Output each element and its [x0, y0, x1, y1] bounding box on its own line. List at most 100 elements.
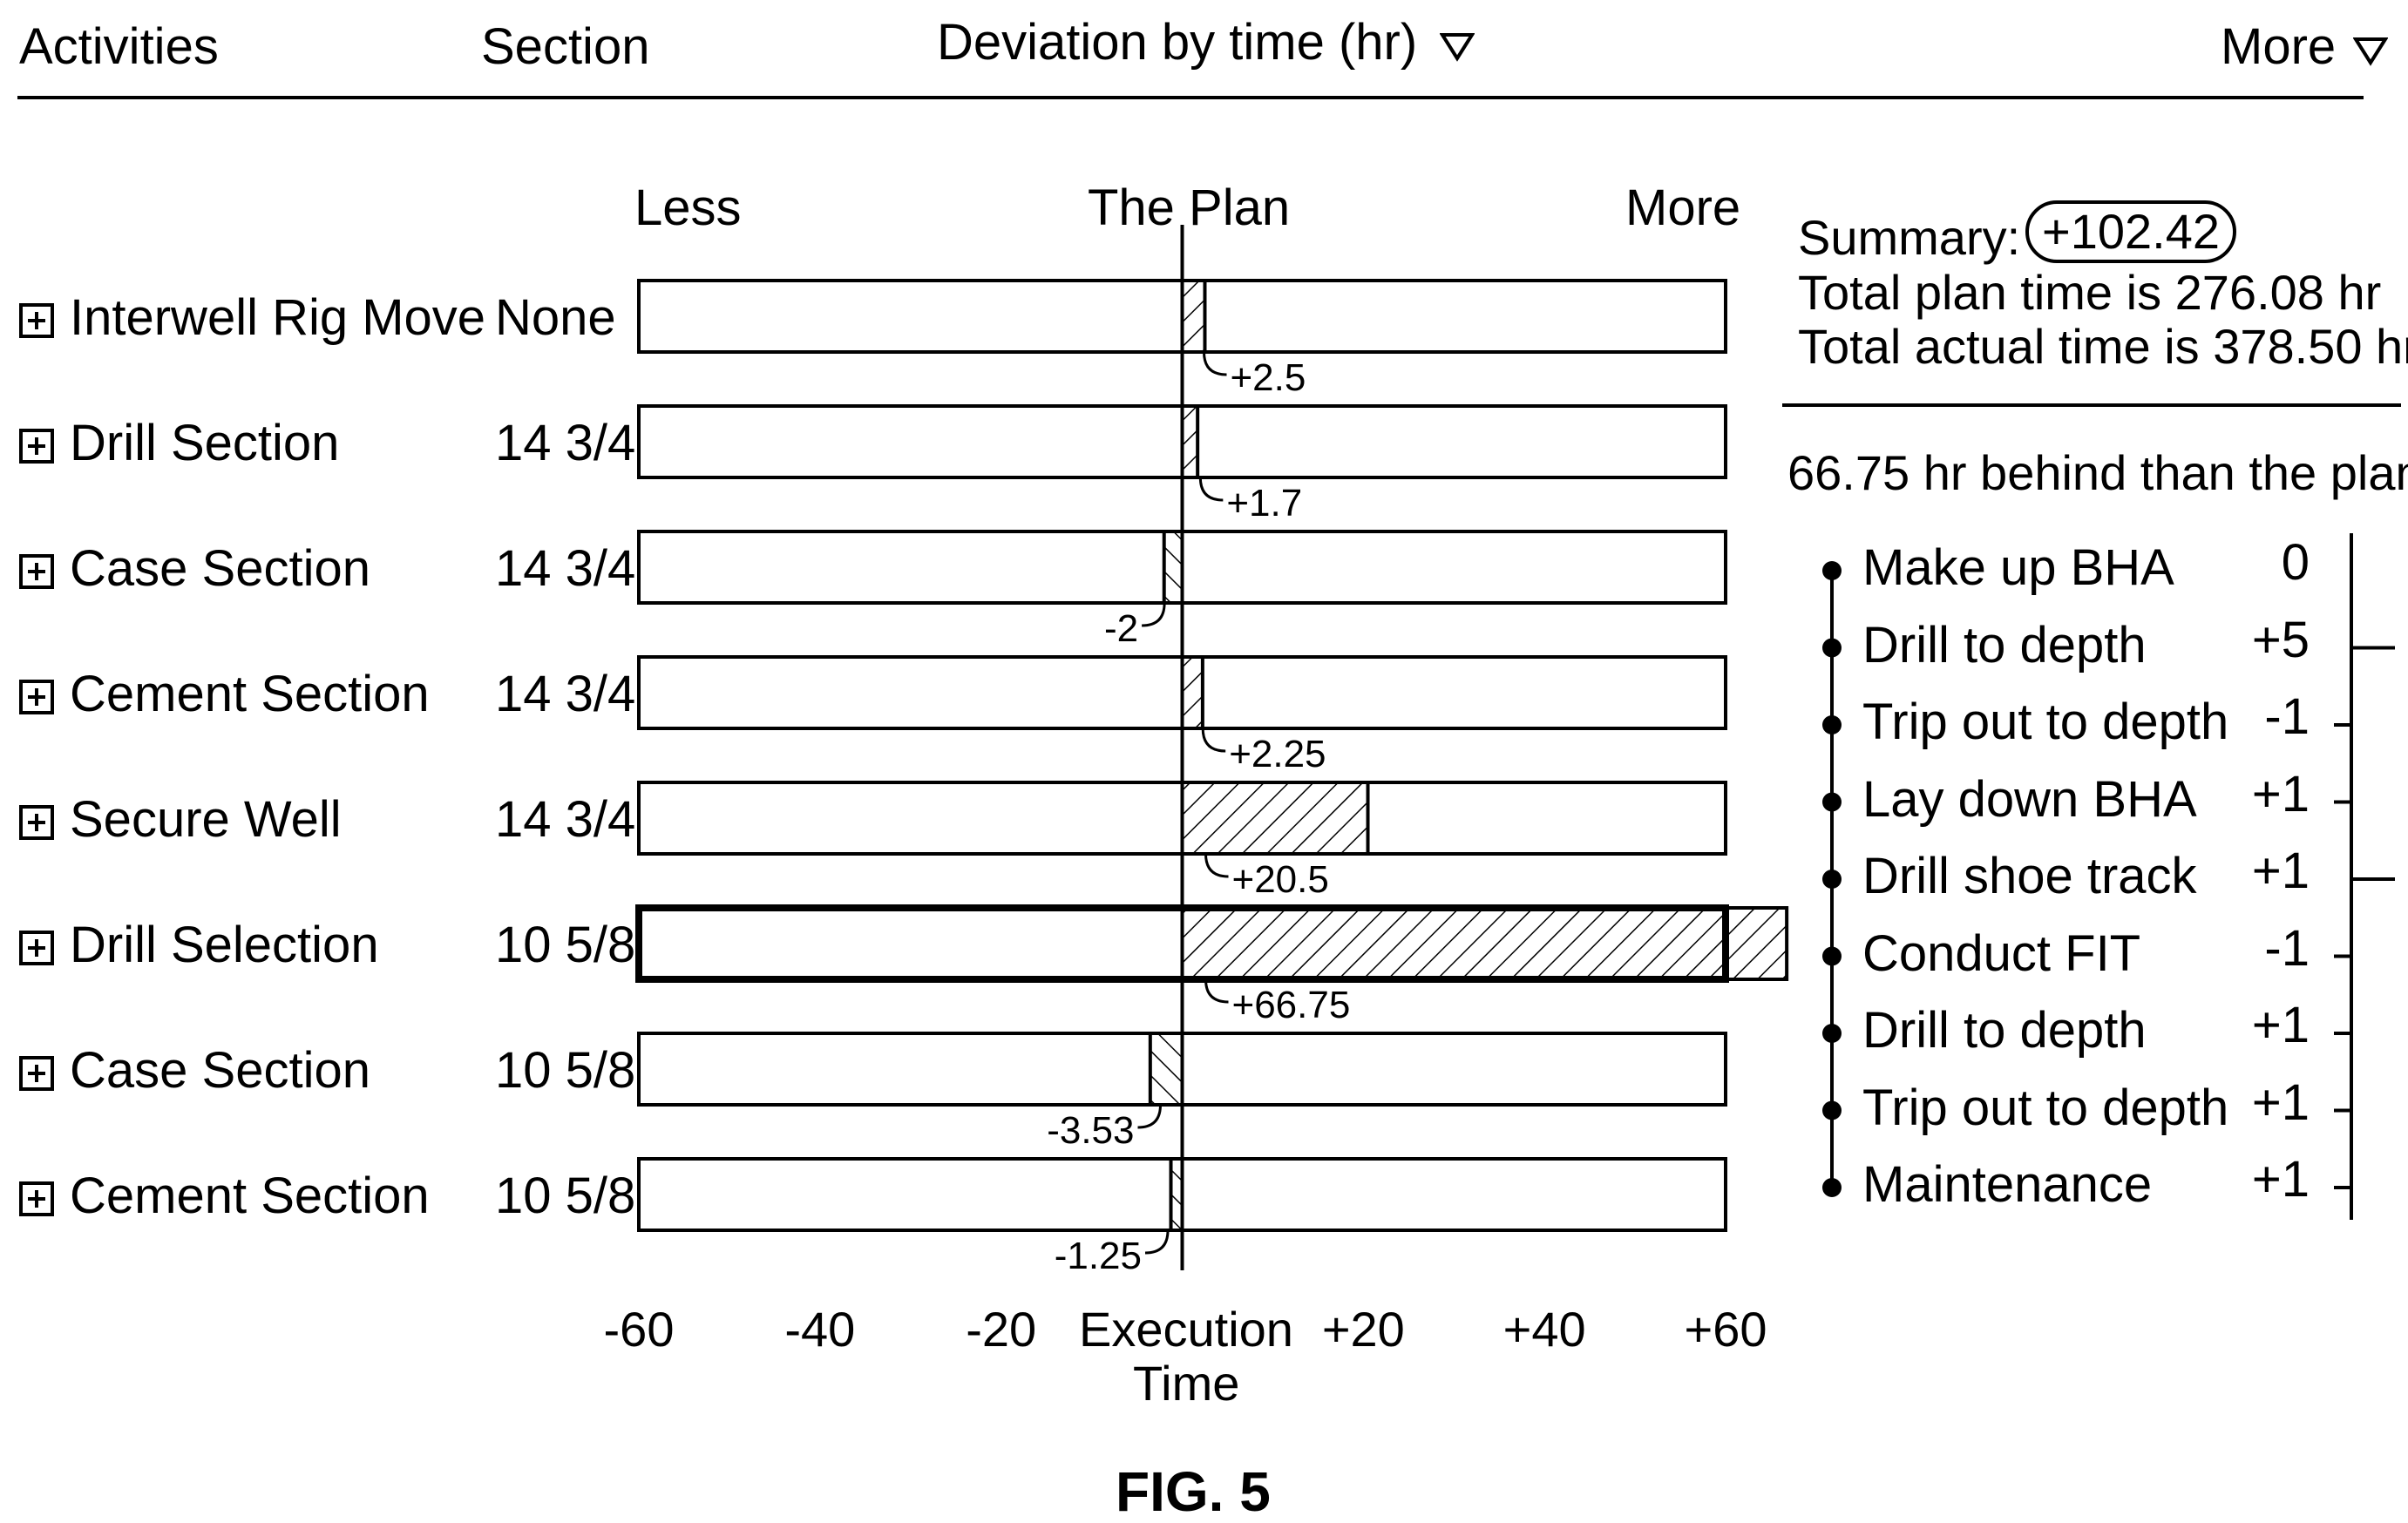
row-track[interactable]: [637, 530, 1727, 605]
activity-name[interactable]: Case Section: [70, 1042, 370, 1099]
section-size: 14 3/4: [495, 791, 636, 848]
execution-label: Execution: [1079, 1302, 1293, 1357]
detail-step-value: +1: [2251, 997, 2310, 1053]
value-leader: [1198, 477, 1224, 502]
expand-row-icon[interactable]: [19, 805, 54, 840]
row-track[interactable]: [637, 655, 1727, 730]
axis-less-label: Less: [634, 179, 742, 236]
timeline-dot: [1822, 715, 1842, 734]
x-tick-label: +20: [1322, 1302, 1405, 1357]
x-tick-label: -60: [604, 1302, 675, 1357]
timeline-dot: [1822, 1024, 1842, 1043]
timeline-dot: [1822, 638, 1842, 658]
axis-plan-label: The Plan: [1088, 179, 1291, 236]
deviation-dropdown[interactable]: Deviation by time (hr): [937, 17, 1475, 68]
x-tick-label: -40: [784, 1302, 855, 1357]
x-tick-label: +40: [1503, 1302, 1586, 1357]
value-label: +66.75: [1232, 984, 1351, 1026]
value-leader: [1202, 351, 1227, 376]
deviation-bar: [1148, 1032, 1184, 1107]
activity-name[interactable]: Secure Well: [70, 791, 342, 848]
value-leader: [1204, 853, 1229, 878]
x-tick-label: -20: [966, 1302, 1036, 1357]
detail-step-value: -1: [2264, 919, 2310, 977]
detail-step-value: +1: [2251, 1073, 2310, 1131]
summary-label: Summary:: [1798, 210, 2021, 265]
value-leader: [1201, 728, 1226, 753]
deviation-bar: [1180, 404, 1200, 479]
timeline-dot: [1822, 1178, 1842, 1197]
value-leader: [1142, 602, 1166, 627]
activity-name[interactable]: Cement Section: [70, 1168, 430, 1224]
value-label: +1.7: [1226, 482, 1302, 525]
activity-name[interactable]: Cement Section: [70, 666, 430, 722]
deviation-bar: [1162, 530, 1184, 605]
expand-row-icon[interactable]: [19, 429, 54, 464]
expand-row-icon[interactable]: [19, 554, 54, 589]
timeline-dot: [1822, 1100, 1842, 1120]
axis-more-label: More: [1625, 179, 1741, 236]
detail-step-value: 0: [2281, 534, 2310, 591]
triangle-down-icon: [1439, 32, 1475, 62]
section-size: 10 5/8: [495, 1168, 636, 1224]
deviation-bar: [1180, 906, 1789, 981]
deviation-bar: [1180, 781, 1370, 856]
deviation-bar: [1180, 655, 1204, 730]
row-track[interactable]: [637, 1032, 1727, 1107]
time-label: Time: [1133, 1356, 1240, 1411]
row-track[interactable]: [635, 904, 1729, 983]
section-size: 14 3/4: [495, 415, 636, 471]
value-label: +2.25: [1229, 733, 1326, 775]
detail-step-label: Drill to depth: [1862, 616, 2147, 674]
actual-time-text: Total actual time is 378.50 hr: [1798, 319, 2408, 374]
value-leader: [1144, 1229, 1170, 1255]
activity-name[interactable]: Interwell Rig Move: [70, 289, 486, 346]
deviation-dropdown-label: Deviation by time (hr): [937, 14, 1418, 71]
timeline-dot: [1822, 792, 1842, 812]
timeline-dot: [1822, 870, 1842, 889]
expand-row-icon[interactable]: [19, 680, 54, 714]
detail-step-value: +5: [2251, 611, 2310, 668]
detail-step-label: Maintenance: [1862, 1156, 2153, 1213]
activity-name[interactable]: Drill Selection: [70, 917, 379, 973]
expand-row-icon[interactable]: [19, 1181, 54, 1216]
row-track[interactable]: [637, 1157, 1727, 1232]
summary-divider: [1782, 403, 2401, 407]
detail-step-label: Conduct FIT: [1862, 924, 2141, 982]
activity-name[interactable]: Case Section: [70, 540, 370, 597]
detail-step-label: Trip out to depth: [1862, 1079, 2229, 1136]
value-label: +20.5: [1232, 858, 1329, 901]
value-label: -2: [1104, 607, 1138, 650]
timeline-dot: [1822, 946, 1842, 966]
section-column-header[interactable]: Section: [481, 18, 650, 75]
header-divider: [17, 96, 2364, 99]
deviation-bar: [1169, 1157, 1184, 1232]
value-leader: [1204, 978, 1229, 1004]
detail-step-value: +1: [2251, 1151, 2310, 1208]
detail-step-label: Make up BHA: [1862, 539, 2174, 596]
expand-row-icon[interactable]: [19, 931, 54, 965]
more-dropdown[interactable]: More: [2221, 22, 2389, 72]
value-label: +2.5: [1230, 356, 1306, 399]
row-track[interactable]: [637, 404, 1727, 479]
detail-step-value: +1: [2251, 765, 2310, 822]
activity-name[interactable]: Drill Section: [70, 415, 340, 471]
detail-step-label: Drill shoe track: [1862, 848, 2197, 904]
timeline-dot: [1822, 561, 1842, 580]
row-track[interactable]: [637, 279, 1727, 354]
expand-row-icon[interactable]: [19, 303, 54, 338]
row-track[interactable]: [637, 781, 1727, 856]
figure-caption: FIG. 5: [1116, 1460, 1271, 1523]
expand-row-icon[interactable]: [19, 1056, 54, 1091]
detail-step-label: Lay down BHA: [1862, 770, 2197, 828]
section-size: 14 3/4: [495, 540, 636, 597]
detail-step-label: Trip out to depth: [1862, 694, 2229, 750]
detail-step-label: Drill to depth: [1862, 1002, 2147, 1059]
deviation-bar: [1180, 279, 1207, 354]
section-size: 14 3/4: [495, 666, 636, 722]
activities-column-header[interactable]: Activities: [19, 18, 219, 75]
detail-step-value: -1: [2264, 688, 2310, 745]
x-tick-label: +60: [1685, 1302, 1767, 1357]
summary-total-badge: +102.42: [2025, 200, 2236, 263]
